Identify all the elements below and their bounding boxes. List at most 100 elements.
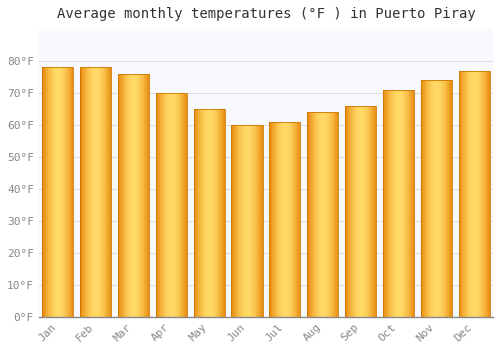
Bar	[240, 125, 241, 317]
Bar	[436, 80, 437, 317]
Bar	[440, 80, 441, 317]
Bar	[407, 90, 408, 317]
Bar	[468, 71, 469, 317]
Bar	[175, 93, 176, 317]
Bar	[174, 93, 175, 317]
Bar	[214, 109, 216, 317]
Bar	[209, 109, 210, 317]
Bar	[374, 106, 376, 317]
Bar	[58, 68, 59, 317]
Bar	[324, 112, 325, 317]
Bar	[330, 112, 332, 317]
Bar	[307, 112, 308, 317]
Bar	[464, 71, 465, 317]
Bar	[322, 112, 324, 317]
Bar	[392, 90, 393, 317]
Bar	[406, 90, 407, 317]
Bar	[402, 90, 403, 317]
Bar	[118, 74, 120, 317]
Bar	[194, 109, 195, 317]
Bar	[176, 93, 177, 317]
Bar	[472, 71, 474, 317]
Bar	[411, 90, 412, 317]
Bar	[254, 125, 255, 317]
Bar	[273, 122, 274, 317]
Bar	[130, 74, 131, 317]
Bar	[307, 112, 338, 317]
Bar	[257, 125, 258, 317]
Bar	[252, 125, 253, 317]
Bar	[64, 68, 66, 317]
Bar	[206, 109, 207, 317]
Bar	[172, 93, 173, 317]
Bar	[398, 90, 399, 317]
Bar	[484, 71, 485, 317]
Bar	[422, 80, 423, 317]
Bar	[216, 109, 217, 317]
Bar	[184, 93, 186, 317]
Bar	[118, 74, 149, 317]
Bar	[360, 106, 362, 317]
Bar	[179, 93, 180, 317]
Bar	[60, 68, 61, 317]
Bar	[355, 106, 356, 317]
Bar	[442, 80, 444, 317]
Bar	[325, 112, 326, 317]
Bar	[470, 71, 471, 317]
Bar	[423, 80, 424, 317]
Bar	[292, 122, 294, 317]
Bar	[139, 74, 140, 317]
Bar	[290, 122, 291, 317]
Bar	[83, 68, 84, 317]
Bar	[383, 90, 414, 317]
Bar	[373, 106, 374, 317]
Bar	[237, 125, 238, 317]
Bar	[260, 125, 261, 317]
Bar	[397, 90, 398, 317]
Bar	[180, 93, 182, 317]
Bar	[326, 112, 328, 317]
Bar	[270, 122, 300, 317]
Bar	[141, 74, 142, 317]
Bar	[72, 68, 74, 317]
Bar	[146, 74, 148, 317]
Bar	[412, 90, 413, 317]
Bar	[287, 122, 288, 317]
Bar	[286, 122, 287, 317]
Bar	[318, 112, 319, 317]
Bar	[202, 109, 203, 317]
Bar	[460, 71, 461, 317]
Bar	[194, 109, 224, 317]
Bar	[400, 90, 402, 317]
Bar	[281, 122, 282, 317]
Bar	[369, 106, 370, 317]
Bar	[285, 122, 286, 317]
Bar	[148, 74, 149, 317]
Bar	[451, 80, 452, 317]
Bar	[393, 90, 394, 317]
Bar	[489, 71, 490, 317]
Bar	[389, 90, 390, 317]
Bar	[282, 122, 284, 317]
Bar	[413, 90, 414, 317]
Bar	[195, 109, 196, 317]
Bar	[299, 122, 300, 317]
Bar	[345, 106, 346, 317]
Bar	[465, 71, 466, 317]
Bar	[450, 80, 451, 317]
Bar	[44, 68, 46, 317]
Bar	[334, 112, 335, 317]
Bar	[396, 90, 397, 317]
Bar	[213, 109, 214, 317]
Bar	[129, 74, 130, 317]
Bar	[239, 125, 240, 317]
Bar	[163, 93, 164, 317]
Bar	[156, 93, 158, 317]
Bar	[68, 68, 70, 317]
Bar	[387, 90, 388, 317]
Bar	[223, 109, 224, 317]
Bar	[128, 74, 129, 317]
Bar	[42, 68, 74, 317]
Bar	[275, 122, 276, 317]
Bar	[385, 90, 386, 317]
